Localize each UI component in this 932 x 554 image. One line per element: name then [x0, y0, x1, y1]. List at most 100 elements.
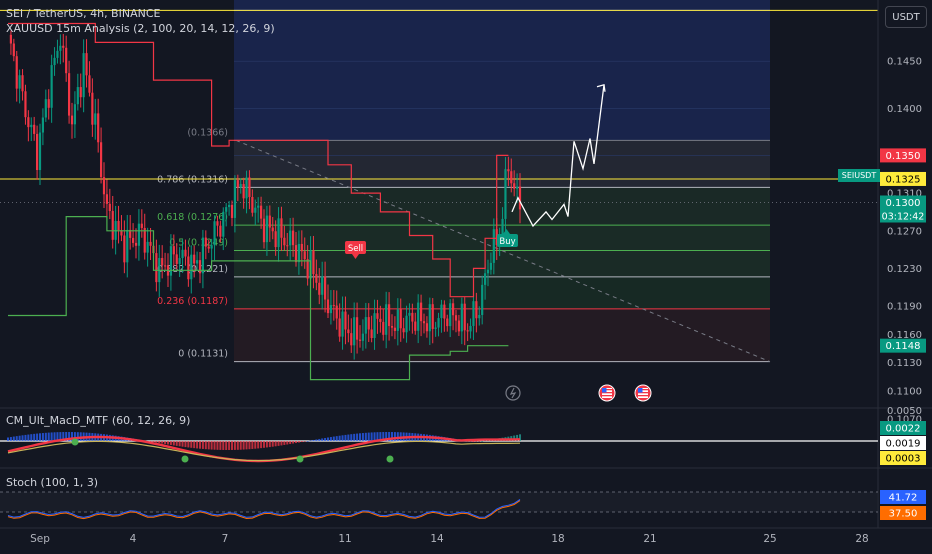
candle-body — [483, 273, 487, 285]
macd-bar — [364, 432, 367, 441]
macd-bar — [213, 441, 216, 450]
macd-bar — [324, 437, 327, 441]
macd-bar — [297, 441, 300, 443]
time-axis-label: Sep — [30, 533, 50, 545]
candle-body — [472, 301, 475, 326]
macd-bar — [370, 432, 373, 441]
candle-body — [283, 237, 286, 246]
candle-body — [382, 321, 385, 335]
fib-zone — [234, 250, 770, 277]
candle-body — [204, 237, 207, 247]
candle-body — [21, 75, 24, 92]
macd-bar — [338, 435, 341, 441]
price-axis-tick: 0.1270 — [887, 226, 922, 237]
macd-bar — [68, 432, 71, 441]
candle-body — [161, 258, 164, 266]
price-label: 0.1300 — [886, 198, 921, 209]
candle-body — [27, 117, 30, 128]
stoch-d-line — [7, 500, 521, 520]
trend-line — [235, 139, 771, 363]
countdown: 03:12:42 — [882, 212, 925, 223]
candle-body — [262, 218, 266, 243]
macd-value-bg — [880, 451, 926, 465]
candle-body — [15, 56, 18, 89]
macd-bar — [44, 432, 47, 441]
candle-body — [457, 320, 461, 332]
trailing-stop-red — [8, 22, 509, 298]
candle-body — [50, 65, 53, 108]
candle-body — [230, 204, 234, 218]
macd-bar — [396, 432, 399, 441]
candle-body — [323, 276, 327, 300]
candle-body — [507, 169, 510, 172]
candle-body — [85, 53, 88, 76]
us-flag-event-icon[interactable] — [634, 384, 652, 402]
stoch-title: Stoch (100, 1, 3) — [6, 476, 98, 489]
candle-body — [227, 204, 231, 208]
candle-body — [318, 282, 321, 295]
candle-body — [449, 303, 452, 327]
macd-bar — [76, 432, 79, 441]
fib-label: 0 (0.1131) — [178, 349, 228, 360]
macd-bar — [242, 441, 245, 450]
macd-bar — [475, 441, 478, 442]
indicator-title[interactable]: XAUUSD 15m Analysis (2, 100, 20, 14, 12,… — [6, 22, 275, 35]
currency-button[interactable]: USDT — [885, 6, 927, 28]
candle-body — [411, 312, 414, 322]
macd-bar — [62, 432, 65, 441]
macd-bar — [71, 432, 73, 441]
candle-body — [338, 318, 341, 337]
candle-body — [367, 317, 370, 330]
macd-bar — [385, 432, 388, 441]
candle-body — [422, 321, 426, 324]
candle-body — [460, 303, 463, 332]
candle-body — [501, 218, 504, 240]
macd-bar — [379, 432, 382, 441]
candle-body — [478, 314, 481, 319]
candle-body — [353, 317, 356, 346]
candle-body — [300, 243, 303, 252]
candle-body — [289, 230, 292, 246]
candle-body — [321, 276, 324, 295]
candle-body — [376, 313, 379, 319]
macd-bar — [158, 441, 161, 444]
price-axis-tick: 0.1450 — [887, 57, 922, 68]
candle-body — [515, 186, 519, 189]
macd-bar — [388, 432, 391, 441]
macd-bar — [321, 438, 324, 441]
candle-body — [271, 227, 274, 232]
candle-body — [67, 73, 71, 116]
price-label-bg — [880, 195, 926, 210]
trailing-stop-green — [8, 216, 509, 381]
macd-bar — [289, 441, 292, 445]
macd-bar — [196, 441, 199, 449]
macd-bar — [292, 441, 295, 444]
macd-bar — [481, 440, 484, 442]
candle-body — [428, 304, 431, 332]
macd-bar — [210, 441, 213, 450]
stoch-value-label: 37.50 — [889, 509, 918, 520]
candle-body — [207, 246, 210, 249]
candle-body — [181, 249, 184, 259]
macd-cross-dot — [71, 438, 79, 446]
macd-bar — [283, 441, 286, 445]
macd-bar — [155, 441, 158, 443]
price-label: 0.1325 — [886, 174, 921, 185]
candle-body — [277, 218, 280, 248]
lightning-icon[interactable] — [505, 385, 521, 401]
candle-body — [504, 169, 507, 219]
candle-body — [463, 303, 466, 331]
sell-signal-label: Sell — [348, 244, 363, 254]
candle-body — [306, 259, 309, 279]
fib-zone-upper — [234, 0, 770, 141]
fib-zone — [234, 140, 770, 188]
candle-body — [364, 317, 367, 334]
candle-body — [123, 235, 126, 263]
symbol-title[interactable]: SEI / TetherUS, 4h, BINANCE — [6, 7, 161, 20]
us-flag-event-icon[interactable] — [598, 384, 616, 402]
price-axis-tick: 0.1160 — [887, 330, 922, 341]
candle-body — [24, 91, 27, 118]
candle-body — [175, 254, 178, 264]
candle-body — [248, 177, 251, 197]
